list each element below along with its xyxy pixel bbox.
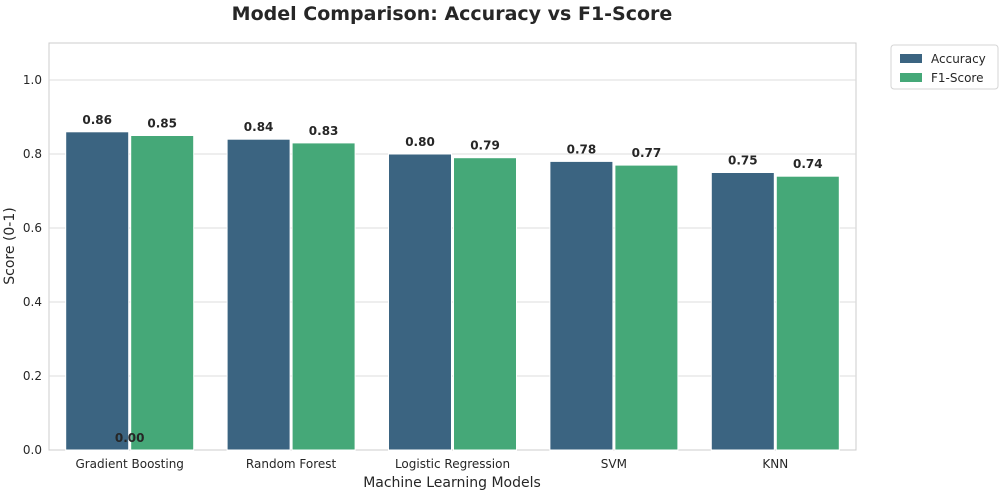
accuracy-bar (65, 131, 130, 451)
legend: Accuracy F1-Score (890, 44, 999, 90)
x-axis-label: Machine Learning Models (363, 475, 541, 491)
legend-swatch (900, 54, 922, 63)
f1-score-bar (291, 142, 356, 451)
x-tick-label: SVM (601, 457, 627, 471)
accuracy-value-label: 0.78 (567, 142, 597, 156)
x-tick-label: Logistic Regression (395, 457, 510, 471)
legend-swatch (900, 73, 922, 82)
accuracy-bar (710, 172, 775, 451)
f1-score-value-label: 0.74 (793, 157, 823, 171)
legend-label: F1-Score (931, 71, 983, 85)
f1-score-value-label: 0.79 (470, 139, 500, 153)
accuracy-value-label: 0.84 (244, 120, 274, 134)
accuracy-value-label: 0.80 (405, 135, 435, 149)
accuracy-value-label: 0.86 (82, 113, 112, 127)
x-tick-label: Gradient Boosting (75, 457, 183, 471)
y-axis-label: Score (0-1) (2, 207, 18, 284)
zero-value-annotation: 0.00 (115, 431, 145, 445)
y-tick-label: 0.0 (23, 443, 42, 457)
chart-title: Model Comparison: Accuracy vs F1-Score (232, 3, 673, 25)
legend-label: Accuracy (931, 52, 986, 66)
x-tick-label: KNN (762, 457, 788, 471)
f1-score-bar (130, 135, 195, 451)
accuracy-bar (549, 160, 614, 451)
y-tick-label: 0.8 (23, 147, 42, 161)
f1-score-value-label: 0.85 (147, 117, 177, 131)
f1-score-value-label: 0.77 (632, 146, 662, 160)
plot-area: 0.0 0.2 0.4 0.6 0.8 1.0 0.86 0.85 Gradient Boost… (23, 42, 857, 471)
y-tick-label: 0.4 (23, 295, 42, 309)
f1-score-value-label: 0.83 (309, 124, 339, 138)
accuracy-value-label: 0.75 (728, 154, 758, 168)
y-tick-label: 0.6 (23, 221, 42, 235)
x-tick-label: Random Forest (246, 457, 337, 471)
f1-score-bar (453, 157, 517, 451)
y-tick-label: 1.0 (23, 73, 42, 87)
accuracy-bar (388, 153, 452, 451)
f1-score-bar (775, 175, 840, 451)
f1-score-bar (614, 164, 679, 451)
y-tick-label: 0.2 (23, 369, 42, 383)
accuracy-bar (226, 138, 291, 451)
